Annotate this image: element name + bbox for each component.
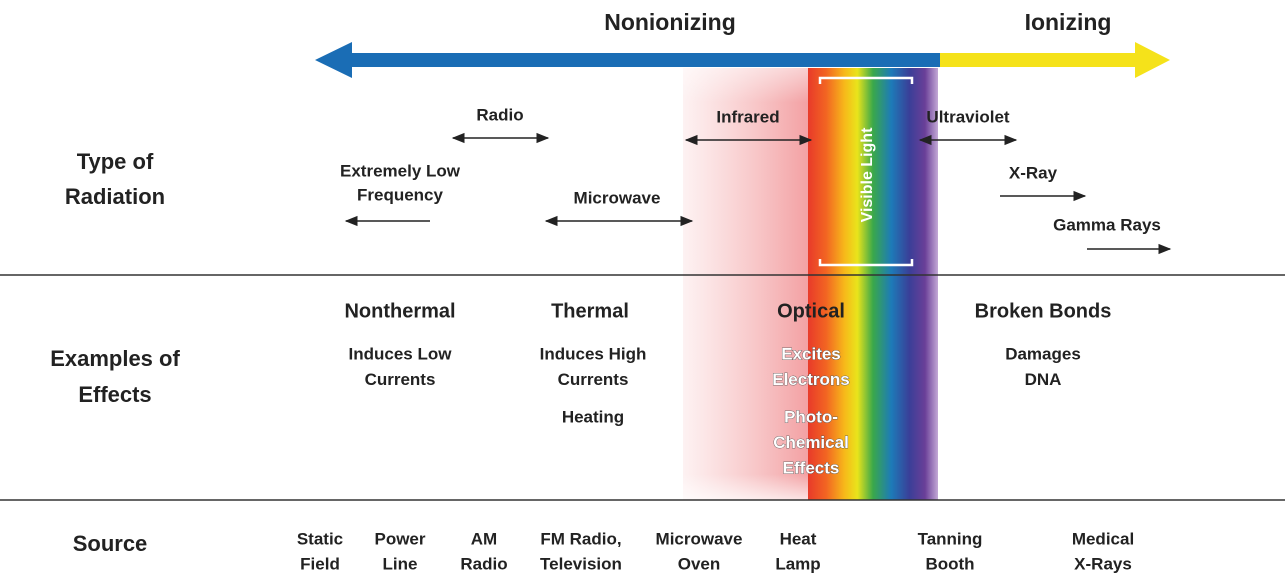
effect-detail: Electrons [772,370,849,389]
type-label: Infrared [716,107,779,126]
effect-title: Nonthermal [344,300,455,322]
source-label: Power [374,529,425,548]
source-label: Static [297,529,343,548]
source-label: Heat [780,529,817,548]
source-label: AM [471,529,497,548]
effect-detail: Photo- [784,407,838,426]
effect-detail: Effects [783,458,840,477]
effect-detail: Excites [781,344,841,363]
effect-detail: Chemical [773,433,849,452]
source-label: Television [540,554,622,573]
type-label: Extremely Low [340,161,461,180]
type-label: Gamma Rays [1053,215,1161,234]
ionizing-arrow [940,42,1170,78]
effect-detail: DNA [1025,370,1062,389]
nonionizing-label: Nonionizing [604,9,736,35]
row-label: Radiation [65,184,165,209]
source-label: Radio [460,554,507,573]
source-label: Medical [1072,529,1134,548]
effect-detail: Currents [365,370,436,389]
row-label: Source [73,531,148,556]
source-label: Booth [925,554,974,573]
nonionizing-arrow [315,42,940,78]
source-label: Field [300,554,340,573]
type-label: Radio [476,105,523,124]
type-label: Visible Light [859,127,876,223]
source-label: Line [383,554,418,573]
source-label: FM Radio, [540,529,621,548]
source-label: Lamp [775,554,820,573]
effect-detail: Induces High [540,344,647,363]
effect-title: Broken Bonds [975,300,1112,322]
source-label: Tanning [918,529,983,548]
type-label: Ultraviolet [926,107,1009,126]
row-label: Type of [77,149,154,174]
visible-band [808,68,938,500]
labels: Nonionizing Ionizing Type of Radiation Examp… [50,9,1161,573]
effect-title: Thermal [551,300,629,322]
row-label: Effects [78,382,151,407]
source-label: Oven [678,554,721,573]
visible-bracket [818,76,914,267]
effect-detail: Currents [558,370,629,389]
source-label: X-Rays [1074,554,1132,573]
effect-detail: Induces Low [349,344,453,363]
ionizing-label: Ionizing [1025,9,1112,35]
effect-detail: Damages [1005,344,1081,363]
type-label: X-Ray [1009,163,1058,182]
type-label: Microwave [574,188,661,207]
effect-detail: Heating [562,407,624,426]
type-label: Frequency [357,185,444,204]
row-label: Examples of [50,346,180,371]
source-label: Microwave [656,529,743,548]
effect-title: Optical [777,300,845,322]
